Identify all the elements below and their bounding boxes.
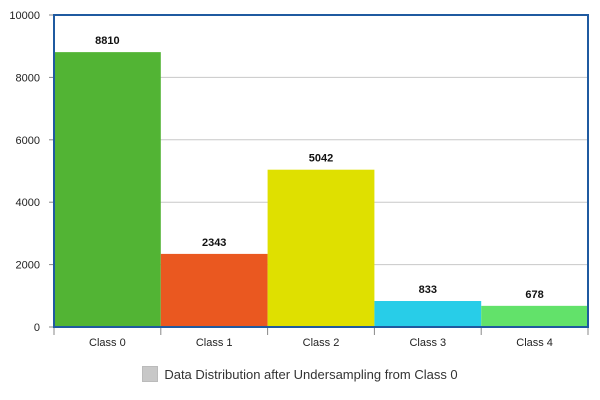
y-tick-label: 10000 (9, 10, 40, 22)
y-tick-label: 0 (34, 322, 40, 334)
bar (54, 52, 161, 328)
x-tick-label: Class 1 (196, 337, 233, 349)
x-tick-label: Class 0 (89, 337, 126, 349)
x-tick-label: Class 4 (516, 337, 553, 349)
y-tick-label: 6000 (16, 135, 40, 147)
legend: Data Distribution after Undersampling fr… (0, 364, 600, 384)
x-tick-label: Class 2 (303, 337, 340, 349)
y-tick-label: 8000 (16, 72, 40, 84)
data-label: 5042 (309, 153, 333, 165)
plot-area-border (53, 14, 589, 328)
bar (481, 305, 588, 327)
data-label: 678 (525, 289, 543, 301)
data-label: 833 (419, 284, 437, 296)
data-label: 2343 (202, 237, 226, 249)
bar (160, 253, 268, 327)
data-label: 8810 (95, 35, 119, 47)
y-tick-label: 4000 (16, 197, 40, 209)
x-tick-label: Class 3 (409, 337, 446, 349)
legend-swatch (142, 366, 159, 382)
y-tick-label: 2000 (16, 260, 40, 272)
bar (267, 169, 375, 327)
bar (374, 301, 482, 327)
legend-label: Data Distribution after Undersampling fr… (164, 366, 458, 382)
